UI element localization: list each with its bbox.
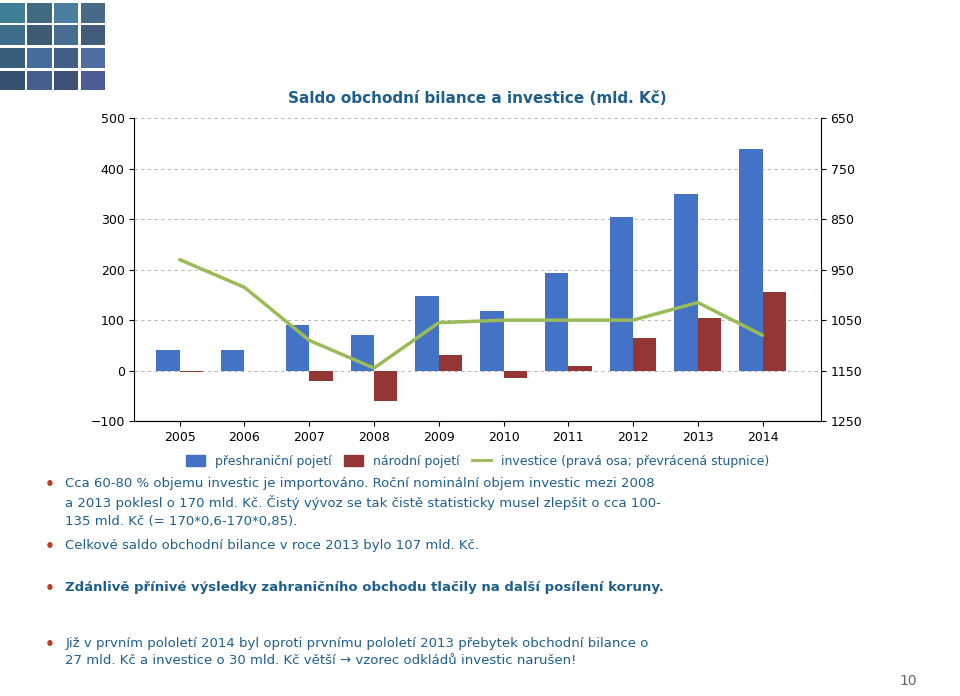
Bar (81, 70, 106, 90)
Text: Saldo obchodní bilance a investice (mld. Kč): Saldo obchodní bilance a investice (mld.… (288, 90, 667, 106)
Bar (698, 317, 721, 370)
Bar (0, 25, 25, 45)
Bar (568, 365, 591, 370)
Text: 10: 10 (900, 674, 917, 688)
Bar (0, 3, 25, 22)
Bar (739, 148, 762, 370)
Text: Cca 60-80 % objemu investic je importováno. Roční nominální objem investic mezi : Cca 60-80 % objemu investic je importová… (65, 477, 661, 528)
Text: Celkové saldo obchodní bilance v roce 2013 bylo 107 mld. Kč.: Celkové saldo obchodní bilance v roce 20… (65, 539, 479, 553)
Bar (54, 48, 79, 68)
Bar (480, 311, 503, 370)
Bar (0, 70, 25, 90)
Bar (27, 3, 52, 22)
Text: •: • (45, 637, 55, 652)
Bar (156, 350, 180, 370)
Bar (81, 25, 106, 45)
Bar (416, 296, 439, 370)
Bar (27, 25, 52, 45)
Bar (545, 274, 568, 370)
Bar (350, 335, 374, 370)
Bar (81, 48, 106, 68)
Bar (633, 338, 657, 370)
Bar (0, 48, 25, 68)
Bar (309, 370, 332, 381)
Bar (286, 325, 309, 370)
Text: Zdánlivě přínivé výsledky zahraničního obchodu tlačily na další posílení koruny.: Zdánlivě přínivé výsledky zahraničního o… (65, 581, 664, 594)
Bar (610, 216, 633, 370)
Bar (221, 350, 245, 370)
Bar (54, 3, 79, 22)
Bar (762, 292, 786, 370)
Bar (54, 70, 79, 90)
Text: •: • (45, 581, 55, 596)
Text: Saldo obchodní bilance a investice od roku 2008: Saldo obchodní bilance a investice od ro… (129, 33, 774, 57)
Text: •: • (45, 477, 55, 492)
Bar (503, 370, 527, 378)
Bar (675, 194, 698, 370)
Bar (439, 356, 462, 370)
Bar (81, 3, 106, 22)
Text: •: • (45, 539, 55, 555)
Bar (27, 48, 52, 68)
Bar (374, 370, 397, 401)
Legend: přeshraniční pojetí, národní pojetí, investice (pravá osa; převrácená stupnice): přeshraniční pojetí, národní pojetí, inv… (186, 454, 769, 468)
Text: Již v prvním pololetí 2014 byl oproti prvnímu pololetí 2013 přebytek obchodní bi: Již v prvním pololetí 2014 byl oproti pr… (65, 637, 649, 667)
Bar (54, 25, 79, 45)
Bar (27, 70, 52, 90)
Bar (180, 370, 203, 372)
